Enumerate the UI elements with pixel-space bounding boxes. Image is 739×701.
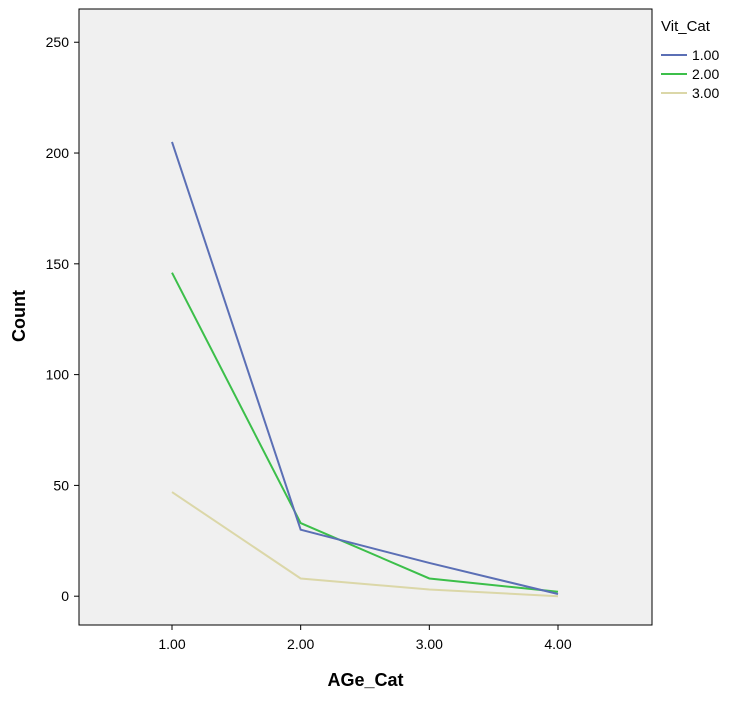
series-line-2.00 <box>171 272 559 593</box>
series-line-3.00 <box>171 491 559 598</box>
plot-area <box>78 8 653 626</box>
y-tick-label: 0 <box>61 588 69 604</box>
y-axis-title: Count <box>9 290 29 342</box>
y-tick-label: 200 <box>46 145 70 161</box>
y-tick-label: 250 <box>46 34 70 50</box>
legend-label: 2.00 <box>692 66 719 82</box>
legend-label: 1.00 <box>692 47 719 63</box>
y-axis: 0 50 100 150 200 250 <box>46 34 79 604</box>
series-lines <box>171 141 559 598</box>
x-axis-title: AGe_Cat <box>327 670 403 690</box>
x-tick-label: 1.00 <box>158 636 185 652</box>
y-tick-label: 50 <box>53 477 69 493</box>
legend-label: 3.00 <box>692 85 719 101</box>
x-tick-label: 3.00 <box>416 636 443 652</box>
legend-title: Vit_Cat <box>661 18 711 35</box>
x-axis: 1.00 2.00 3.00 4.00 <box>158 625 572 652</box>
x-tick-label: 4.00 <box>544 636 571 652</box>
series-line-1.00 <box>171 141 559 595</box>
y-tick-label: 100 <box>46 367 70 383</box>
legend: Vit_Cat 1.00 2.00 3.00 <box>661 18 719 101</box>
x-tick-label: 2.00 <box>287 636 314 652</box>
y-tick-label: 150 <box>46 256 70 272</box>
